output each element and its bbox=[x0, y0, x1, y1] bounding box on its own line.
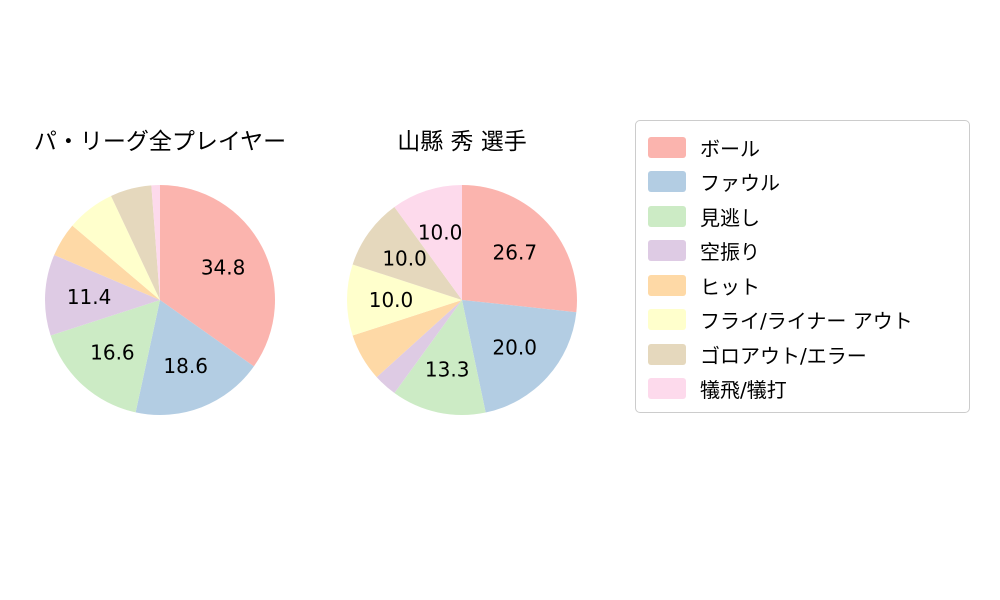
pie-value-label-7: 10.0 bbox=[418, 221, 463, 245]
chart-title-player: 山縣 秀 選手 bbox=[292, 128, 632, 156]
legend-swatch-groundout-error bbox=[648, 344, 686, 365]
pie-value-label-5: 10.0 bbox=[369, 288, 414, 312]
legend-swatch-called-strike bbox=[648, 206, 686, 227]
legend-swatch-sacrifice bbox=[648, 378, 686, 399]
pie-value-label-0: 26.7 bbox=[493, 241, 538, 265]
legend-label: ゴロアウト/エラー bbox=[700, 340, 867, 369]
pie-value-label-3: 11.4 bbox=[67, 285, 112, 309]
legend: ボール ファウル 見逃し 空振り ヒット フライ/ライナー アウト ゴロアウト/… bbox=[635, 120, 970, 413]
pie-chart-player: 26.720.013.310.010.010.0 bbox=[342, 180, 582, 420]
pie-value-label-1: 18.6 bbox=[163, 354, 208, 378]
figure-canvas: パ・リーグ全プレイヤー 山縣 秀 選手 34.8 18.6 16.6 11.4 26.… bbox=[0, 0, 1000, 600]
chart-title-pacific-league: パ・リーグ全プレイヤー bbox=[0, 128, 330, 156]
legend-item-called-strike: 見逃し bbox=[648, 199, 969, 234]
legend-swatch-ball bbox=[648, 137, 686, 158]
legend-label: 犠飛/犠打 bbox=[700, 374, 787, 403]
legend-item-ball: ボール bbox=[648, 130, 969, 165]
legend-label: ファウル bbox=[700, 167, 780, 196]
pie-value-label-2: 13.3 bbox=[425, 357, 470, 381]
pie-value-label-0: 34.8 bbox=[201, 255, 246, 279]
legend-item-foul: ファウル bbox=[648, 165, 969, 200]
pie-value-label-2: 16.6 bbox=[90, 341, 135, 365]
legend-item-sacrifice: 犠飛/犠打 bbox=[648, 372, 969, 407]
legend-label: 空振り bbox=[700, 236, 760, 265]
legend-swatch-swinging-strike bbox=[648, 240, 686, 261]
legend-item-hit: ヒット bbox=[648, 268, 969, 303]
legend-label: ボール bbox=[700, 133, 760, 162]
pie-value-label-6: 10.0 bbox=[382, 246, 427, 270]
legend-label: フライ/ライナー アウト bbox=[700, 305, 913, 334]
pie-value-label-1: 20.0 bbox=[492, 336, 537, 360]
legend-swatch-hit bbox=[648, 275, 686, 296]
legend-item-swinging-strike: 空振り bbox=[648, 234, 969, 269]
legend-swatch-foul bbox=[648, 171, 686, 192]
legend-item-groundout-error: ゴロアウト/エラー bbox=[648, 337, 969, 372]
legend-label: 見逃し bbox=[700, 202, 760, 231]
legend-label: ヒット bbox=[700, 271, 760, 300]
pie-chart-pacific-league: 34.8 18.6 16.6 11.4 bbox=[40, 180, 280, 420]
legend-item-fly-liner-out: フライ/ライナー アウト bbox=[648, 303, 969, 338]
legend-swatch-fly-liner-out bbox=[648, 309, 686, 330]
